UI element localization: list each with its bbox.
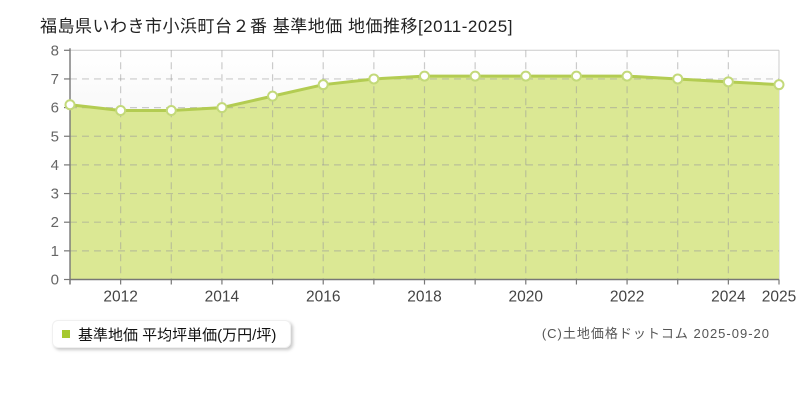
x-tick-label: 2022	[610, 289, 644, 306]
data-point	[419, 70, 430, 82]
data-point	[165, 104, 177, 116]
y-tick-label: 0	[51, 272, 59, 289]
legend-label: 基準地価 平均坪単価(万円/坪)	[78, 326, 277, 344]
data-point	[64, 99, 76, 111]
y-tick-label: 2	[51, 214, 59, 231]
data-point	[267, 90, 279, 102]
data-point	[672, 73, 684, 85]
series-area	[70, 76, 779, 280]
y-tick-label: 4	[51, 157, 59, 174]
page-title: 福島県いわき市小浜町台２番 基準地価 地価推移[2011-2025]	[40, 17, 513, 36]
x-tick-label: 2016	[306, 289, 340, 306]
y-tick-label: 7	[51, 71, 59, 88]
data-point	[570, 70, 582, 82]
x-tick-label: 2025	[762, 289, 796, 306]
data-point	[115, 104, 127, 116]
data-point	[773, 79, 785, 91]
y-tick-label: 1	[51, 243, 59, 260]
y-tick-label: 8	[51, 42, 59, 59]
data-point	[722, 76, 734, 88]
data-point	[216, 102, 228, 114]
data-point	[368, 73, 380, 85]
y-tick-label: 3	[51, 186, 59, 203]
data-point	[469, 70, 481, 82]
x-tick-label: 2012	[103, 289, 137, 306]
data-point	[621, 70, 633, 82]
legend-marker-icon	[62, 330, 70, 338]
x-tick-label: 2020	[509, 289, 544, 306]
legend: 基準地価 平均坪単価(万円/坪)	[52, 320, 292, 348]
y-tick-label: 6	[51, 100, 59, 117]
x-tick-label: 2014	[205, 289, 240, 306]
copyright-text: (C)土地価格ドットコム 2025-09-20	[541, 326, 770, 341]
data-point	[520, 70, 532, 82]
data-point	[317, 79, 329, 91]
x-tick-label: 2024	[711, 289, 746, 306]
x-tick-label: 2018	[407, 289, 441, 306]
y-tick-label: 5	[51, 128, 59, 145]
